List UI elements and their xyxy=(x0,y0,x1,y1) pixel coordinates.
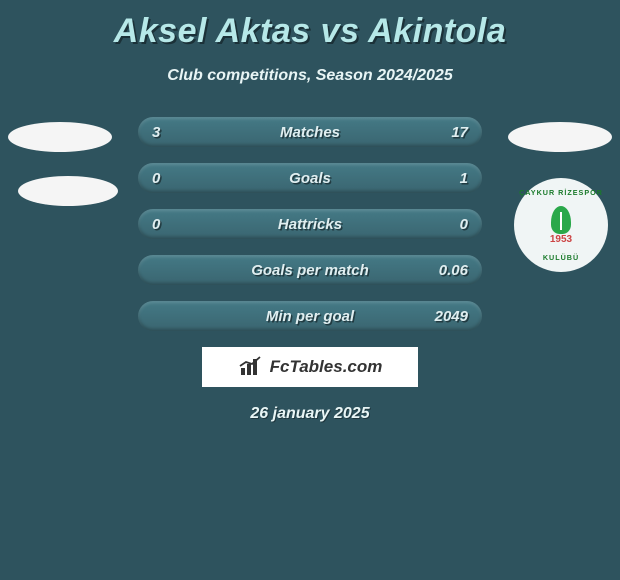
player1-photo-placeholder xyxy=(8,122,112,152)
stat-label: Hattricks xyxy=(138,209,482,239)
stat-row: 3 Matches 17 xyxy=(138,117,482,147)
player2-club-badge: ÇAYKUR RİZESPOR 1953 KULÜBÜ xyxy=(514,178,608,272)
stat-label: Matches xyxy=(138,117,482,147)
stat-right-value: 1 xyxy=(460,163,468,193)
stat-label: Goals per match xyxy=(138,255,482,285)
page-title: Aksel Aktas vs Akintola xyxy=(0,0,620,51)
stat-row: 0 Hattricks 0 xyxy=(138,209,482,239)
chart-icon xyxy=(238,356,264,378)
stat-row: 0 Goals 1 xyxy=(138,163,482,193)
subtitle: Club competitions, Season 2024/2025 xyxy=(0,67,620,85)
stats-container: 3 Matches 17 0 Goals 1 0 Hattricks 0 Goa… xyxy=(138,117,482,331)
badge-year: 1953 xyxy=(550,234,572,245)
badge-bottom-text: KULÜBÜ xyxy=(514,253,608,262)
stat-right-value: 17 xyxy=(451,117,468,147)
leaf-icon xyxy=(551,206,571,234)
stat-right-value: 0.06 xyxy=(439,255,468,285)
stat-label: Goals xyxy=(138,163,482,193)
stat-label: Min per goal xyxy=(138,301,482,331)
stat-row: Min per goal 2049 xyxy=(138,301,482,331)
player2-photo-placeholder xyxy=(508,122,612,152)
stat-right-value: 2049 xyxy=(435,301,468,331)
watermark[interactable]: FcTables.com xyxy=(202,347,418,387)
badge-top-text: ÇAYKUR RİZESPOR xyxy=(514,188,608,197)
stat-row: Goals per match 0.06 xyxy=(138,255,482,285)
watermark-text: FcTables.com xyxy=(270,357,383,377)
date-label: 26 january 2025 xyxy=(0,405,620,423)
stat-right-value: 0 xyxy=(460,209,468,239)
player1-club-placeholder xyxy=(18,176,118,206)
